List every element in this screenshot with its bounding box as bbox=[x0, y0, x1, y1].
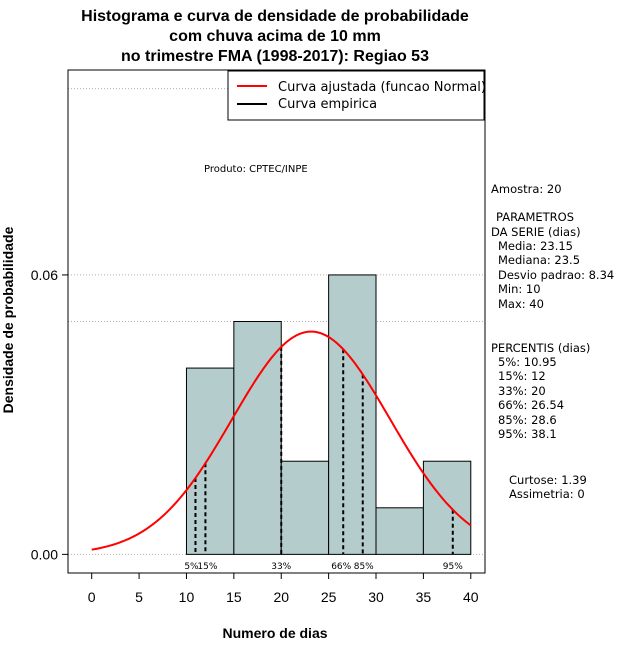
chart-title-line-2: com chuva acima de 10 mm bbox=[169, 28, 381, 45]
legend-label-empirical: Curva empirica bbox=[278, 97, 377, 112]
fitted-normal-curve bbox=[91, 330, 472, 551]
curve-layer bbox=[91, 330, 472, 551]
y-tick-label-0: 0.00 bbox=[31, 546, 58, 562]
percentile-95: 95%: 38.1 bbox=[498, 427, 557, 441]
legend-label-fit: Curva ajustada (funcao Normal) bbox=[278, 80, 486, 95]
param-min: Min: 10 bbox=[498, 282, 541, 296]
bars-layer bbox=[185, 274, 472, 555]
x-tick-label-8: 40 bbox=[463, 589, 479, 605]
percentile-lines-layer: 5%15% 33% 66% 85% 95% bbox=[184, 346, 463, 572]
histogram-bar-0 bbox=[185, 367, 235, 555]
percentile-33: 33%: 20 bbox=[498, 384, 546, 398]
x-tick-label-6: 30 bbox=[368, 589, 384, 605]
y-axis-title: Densidade de probabilidade bbox=[0, 226, 16, 413]
sample-size: Amostra: 20 bbox=[491, 182, 562, 196]
histogram-bar-4 bbox=[375, 507, 424, 555]
asymmetry: Assimetria: 0 bbox=[509, 487, 585, 501]
percentile-66: 66%: 26.54 bbox=[498, 398, 564, 412]
percentile-label-1: 15% bbox=[197, 562, 217, 572]
chart-title-line-1: Histograma e curva de densidade de proba… bbox=[81, 8, 469, 25]
grid-layer bbox=[68, 88, 485, 555]
percentile-15: 15%: 12 bbox=[498, 369, 546, 383]
percentile-85: 85%: 28.6 bbox=[498, 413, 557, 427]
percentiles-title: PERCENTIS (dias) bbox=[491, 341, 590, 355]
histogram-bar-2 bbox=[280, 460, 330, 555]
x-tick-label-3: 15 bbox=[226, 589, 242, 605]
percentile-5: 5%: 10.95 bbox=[498, 355, 557, 369]
x-tick-label-4: 20 bbox=[273, 589, 289, 605]
param-mean: Media: 23.15 bbox=[498, 239, 573, 253]
percentile-label-0: 5% bbox=[184, 562, 199, 572]
x-tick-label-2: 10 bbox=[179, 589, 195, 605]
plot-frame bbox=[67, 69, 486, 574]
params-title-1: PARAMETROS bbox=[496, 210, 574, 224]
x-tick-label-0: 0 bbox=[88, 589, 96, 605]
param-stddev: Desvio padrao: 8.34 bbox=[498, 268, 614, 282]
param-median: Mediana: 23.5 bbox=[498, 253, 580, 267]
percentile-label-3: 66% bbox=[331, 562, 351, 572]
kurtosis: Curtose: 1.39 bbox=[509, 473, 587, 487]
histogram-bar-5 bbox=[422, 460, 472, 555]
x-tick-label-7: 35 bbox=[416, 589, 432, 605]
percentile-label-4: 85% bbox=[354, 562, 374, 572]
params-title-2: DA SERIE (dias) bbox=[491, 225, 581, 239]
x-axis-title: Numero de dias bbox=[222, 625, 327, 641]
histogram-bar-3 bbox=[328, 274, 377, 555]
legend-box bbox=[227, 70, 485, 121]
histogram-bar-1 bbox=[233, 321, 282, 555]
chart-title-line-3: no trimestre FMA (1998-2017): Regiao 53 bbox=[121, 48, 429, 65]
side-panel: Amostra: 20 PARAMETROS DA SERIE (dias) M… bbox=[491, 182, 614, 501]
x-tick-label-5: 25 bbox=[321, 589, 337, 605]
x-tick-label-1: 5 bbox=[135, 589, 143, 605]
axes-layer: 0 5 10 15 20 25 30 35 40 0.00 0.06 bbox=[31, 267, 479, 605]
y-tick-label-1: 0.06 bbox=[31, 267, 58, 283]
param-max: Max: 40 bbox=[498, 297, 544, 311]
legend: Curva ajustada (funcao Normal) Curva emp… bbox=[227, 70, 486, 121]
product-annotation: Produto: CPTEC/INPE bbox=[204, 164, 308, 175]
percentile-label-5: 95% bbox=[443, 562, 463, 572]
percentile-label-2: 33% bbox=[271, 562, 291, 572]
